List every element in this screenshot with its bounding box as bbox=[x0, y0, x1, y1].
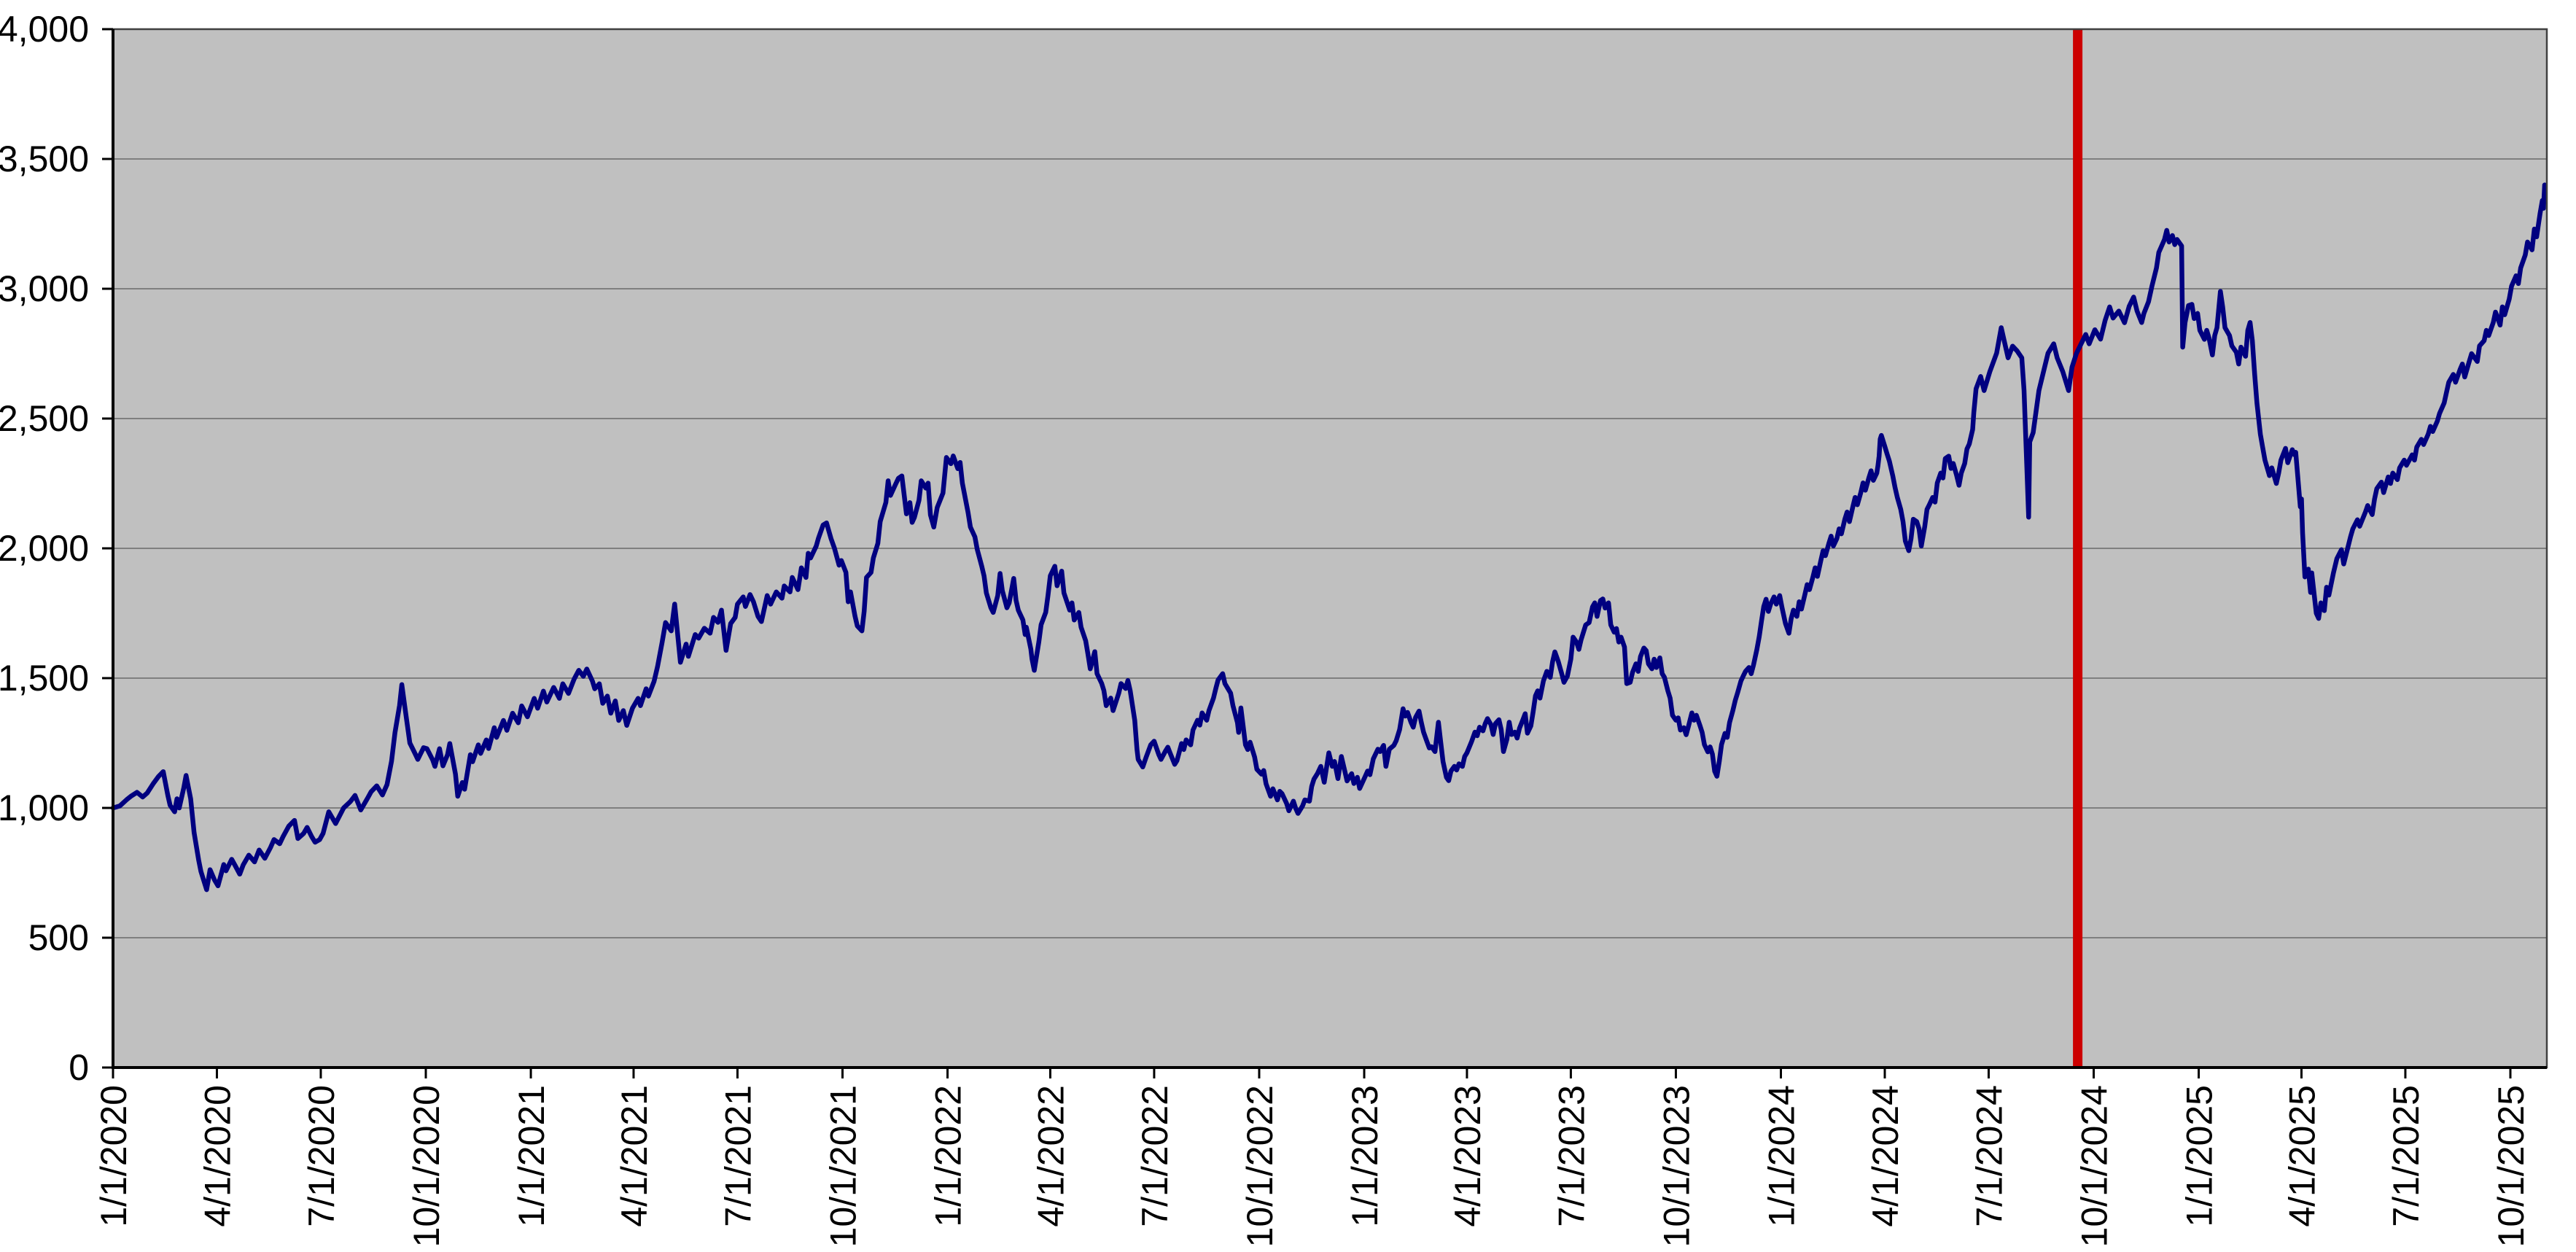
x-tick-label-1/1/2025: 1/1/2025 bbox=[2179, 1085, 2220, 1227]
x-tick-label-4/1/2025: 4/1/2025 bbox=[2281, 1085, 2322, 1227]
y-tick-label-500: 500 bbox=[28, 917, 89, 958]
gridlines bbox=[113, 158, 2547, 938]
x-axis-tick-labels: 1/1/2020 4/1/2020 7/1/2020 10/1/2020 1/1/202… bbox=[93, 1085, 2532, 1247]
x-tick-label-7/1/2020: 7/1/2020 bbox=[301, 1085, 342, 1227]
x-tick-label-1/1/2020: 1/1/2020 bbox=[93, 1085, 134, 1227]
x-tick-label-1/1/2022: 1/1/2022 bbox=[928, 1085, 969, 1227]
x-tick-label-10/1/2023: 10/1/2023 bbox=[1656, 1085, 1697, 1247]
y-axis-tick-marks bbox=[102, 28, 113, 1069]
x-tick-label-4/1/2020: 4/1/2020 bbox=[197, 1085, 238, 1227]
y-tick-label-2500: 2,500 bbox=[0, 398, 89, 439]
x-tick-label-10/1/2022: 10/1/2022 bbox=[1240, 1085, 1280, 1247]
y-tick-label-1500: 1,500 bbox=[0, 658, 89, 699]
x-tick-label-4/1/2022: 4/1/2022 bbox=[1030, 1085, 1071, 1227]
x-tick-label-4/1/2024: 4/1/2024 bbox=[1865, 1085, 1906, 1227]
y-tick-label-1000: 1,000 bbox=[0, 788, 89, 828]
x-tick-label-10/1/2021: 10/1/2021 bbox=[822, 1085, 863, 1247]
y-tick-label-2000: 2,000 bbox=[0, 528, 89, 569]
x-tick-label-1/1/2021: 1/1/2021 bbox=[511, 1085, 552, 1227]
series-group bbox=[110, 182, 2548, 893]
x-tick-label-7/1/2021: 7/1/2021 bbox=[717, 1085, 758, 1227]
x-tick-label-7/1/2024: 7/1/2024 bbox=[1969, 1085, 2009, 1227]
x-tick-label-7/1/2023: 7/1/2023 bbox=[1551, 1085, 1592, 1227]
y-tick-label-4000: 4,000 bbox=[0, 9, 89, 50]
y-tick-label-3000: 3,000 bbox=[0, 268, 89, 309]
y-tick-label-0: 0 bbox=[69, 1047, 89, 1088]
x-tick-label-4/1/2023: 4/1/2023 bbox=[1447, 1085, 1488, 1227]
price-index-line bbox=[110, 182, 2548, 893]
x-tick-label-7/1/2022: 7/1/2022 bbox=[1135, 1085, 1175, 1227]
y-axis-tick-labels: 0 500 1,000 1,500 2,000 2,500 3,000 3,500 4,000 bbox=[0, 9, 89, 1088]
x-tick-label-4/1/2021: 4/1/2021 bbox=[614, 1085, 655, 1227]
x-tick-label-1/1/2023: 1/1/2023 bbox=[1345, 1085, 1385, 1227]
x-tick-label-7/1/2025: 7/1/2025 bbox=[2386, 1085, 2427, 1227]
x-tick-label-10/1/2024: 10/1/2024 bbox=[2074, 1085, 2115, 1247]
y-tick-label-3500: 3,500 bbox=[0, 139, 89, 179]
x-tick-label-10/1/2025: 10/1/2025 bbox=[2491, 1085, 2532, 1247]
x-axis-tick-marks bbox=[112, 1068, 2512, 1078]
x-tick-label-1/1/2024: 1/1/2024 bbox=[1762, 1085, 1802, 1227]
x-tick-label-10/1/2020: 10/1/2020 bbox=[406, 1085, 447, 1247]
